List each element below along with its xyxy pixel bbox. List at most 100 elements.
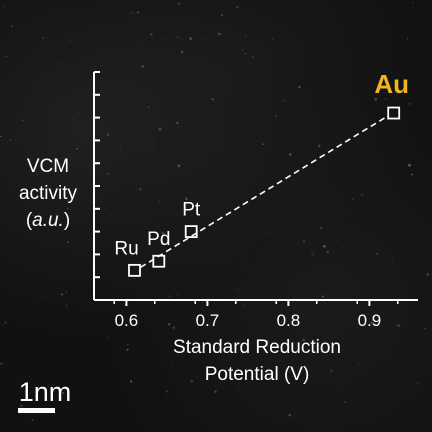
texture-speck	[314, 367, 316, 369]
data-point-au	[387, 106, 401, 120]
texture-speck	[213, 180, 216, 182]
texture-speck	[219, 32, 222, 35]
texture-speck	[5, 55, 8, 57]
y-axis-title-line: (a.u.)	[26, 210, 70, 231]
texture-speck	[101, 320, 103, 322]
texture-speck	[236, 5, 239, 9]
texture-speck	[130, 380, 133, 383]
texture-speck	[121, 0, 124, 1]
texture-speck	[224, 245, 227, 247]
point-label-pd: Pd	[147, 229, 170, 250]
texture-speck	[298, 85, 301, 89]
texture-speck	[66, 291, 68, 293]
texture-speck	[58, 70, 60, 72]
texture-speck	[168, 295, 172, 298]
texture-speck	[95, 168, 97, 169]
texture-speck	[374, 97, 378, 101]
texture-speck	[107, 172, 110, 175]
texture-speck	[152, 98, 155, 101]
texture-speck	[426, 273, 430, 276]
texture-speck	[282, 99, 286, 102]
texture-speck	[321, 295, 324, 298]
texture-speck	[109, 213, 112, 216]
texture-speck	[251, 55, 255, 59]
texture-speck	[32, 214, 34, 217]
texture-speck	[172, 326, 175, 329]
texture-speck	[412, 2, 415, 4]
texture-speck	[358, 363, 360, 365]
texture-speck	[130, 11, 133, 14]
texture-speck	[67, 241, 70, 244]
texture-speck	[361, 193, 364, 196]
texture-speck	[105, 51, 107, 54]
texture-speck	[36, 173, 38, 175]
texture-speck	[244, 52, 246, 55]
texture-speck	[157, 200, 161, 204]
texture-speck	[61, 62, 63, 65]
texture-speck	[227, 135, 229, 137]
texture-speck	[422, 268, 424, 270]
texture-speck	[424, 327, 426, 330]
texture-speck	[126, 348, 129, 352]
texture-speck	[10, 24, 14, 28]
trend-line-group	[140, 115, 389, 269]
texture-speck	[344, 401, 346, 403]
texture-speck	[211, 98, 214, 101]
texture-speck	[329, 369, 333, 373]
texture-speck	[177, 164, 181, 167]
texture-speck	[15, 34, 17, 36]
texture-speck	[372, 190, 374, 192]
texture-speck	[221, 14, 224, 17]
texture-speck	[177, 36, 179, 38]
texture-speck	[370, 321, 373, 324]
texture-speck	[66, 207, 69, 210]
texture-speck	[65, 304, 68, 307]
texture-speck	[4, 321, 7, 324]
y-axis-ticks	[94, 71, 100, 279]
texture-speck	[411, 173, 414, 176]
texture-speck	[170, 362, 172, 364]
texture-speck	[242, 303, 245, 307]
scale-bar: 1nm	[18, 377, 71, 413]
texture-speck	[189, 162, 191, 164]
texture-speck	[165, 390, 169, 393]
point-label-ru: Ru	[114, 238, 138, 259]
texture-speck	[302, 240, 306, 243]
texture-speck	[9, 139, 12, 141]
texture-speck	[195, 326, 197, 328]
texture-speck	[42, 37, 44, 39]
texture-speck	[302, 330, 304, 332]
data-points: Ru Pd Pt Au	[114, 69, 409, 277]
texture-speck	[425, 191, 427, 194]
texture-speck	[210, 197, 211, 199]
texture-speck	[266, 340, 269, 343]
point-label-au: Au	[374, 69, 409, 99]
scale-bar-line	[18, 408, 55, 413]
texture-speck	[217, 32, 221, 36]
texture-speck	[177, 2, 181, 5]
texture-speck	[322, 244, 326, 248]
texture-speck	[180, 50, 184, 54]
texture-speck	[245, 36, 247, 38]
texture-speck	[140, 43, 143, 45]
texture-speck	[289, 153, 292, 156]
texture-speck	[21, 119, 24, 122]
texture-speck	[149, 32, 153, 36]
texture-speck	[44, 296, 46, 298]
texture-speck	[342, 246, 345, 249]
texture-speck	[165, 37, 167, 39]
texture-speck	[96, 194, 98, 196]
data-point-pd	[152, 254, 166, 268]
texture-speck	[0, 362, 3, 366]
texture-speck	[189, 37, 193, 41]
texture-speck	[158, 127, 162, 131]
texture-speck	[241, 49, 243, 51]
texture-speck	[190, 380, 193, 383]
texture-speck	[397, 324, 400, 328]
texture-speck	[317, 144, 321, 148]
texture-speck	[203, 39, 206, 41]
texture-speck	[351, 197, 354, 200]
trend-line	[140, 115, 389, 269]
